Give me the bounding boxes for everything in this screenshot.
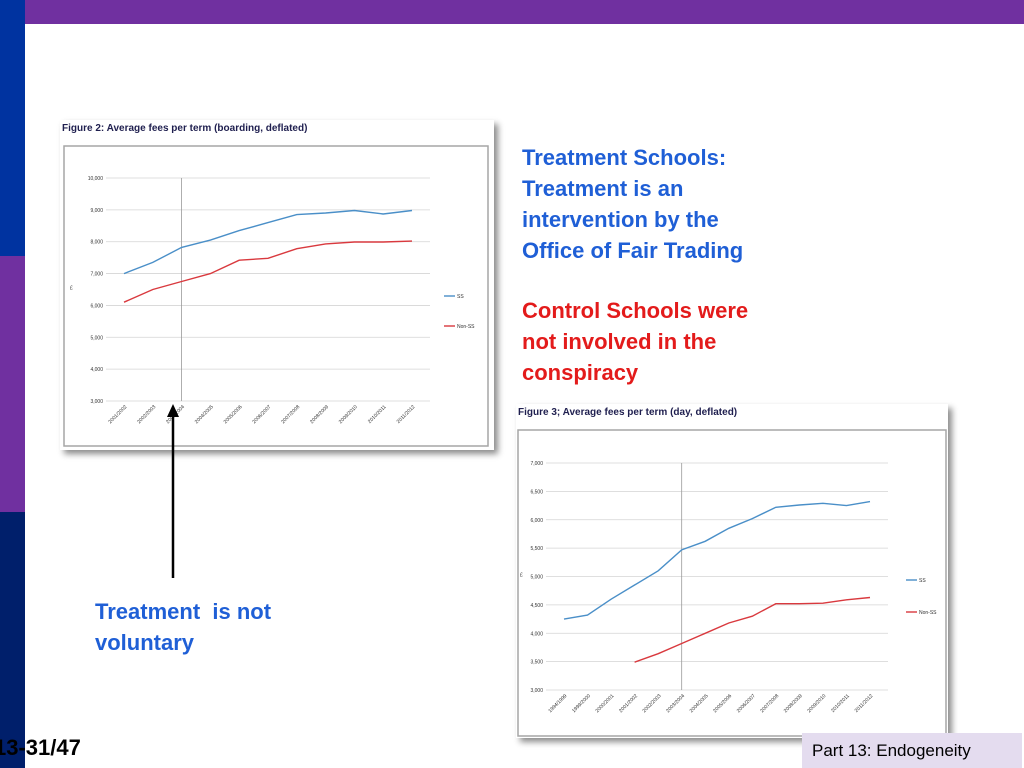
y-tick-label: 5,000 <box>90 335 103 341</box>
control-note-line: Control Schools were <box>522 298 749 323</box>
figure-3-day-fees: Figure 3; Average fees per term (day, de… <box>516 404 948 738</box>
series-line-non-ss <box>123 240 413 303</box>
legend-label: Non-SS <box>457 324 475 330</box>
legend-label: Non-SS <box>919 610 937 616</box>
left-sidebar <box>0 0 25 768</box>
y-tick-label: 3,500 <box>530 660 543 666</box>
sidebar-segment-navy <box>0 512 25 768</box>
y-tick-label: 4,000 <box>90 367 103 373</box>
y-tick-label: 7,000 <box>530 461 543 467</box>
treatment-note-line: Office of Fair Trading <box>522 238 744 263</box>
y-tick-label: 5,500 <box>530 546 543 552</box>
legend-label: SS <box>457 294 464 300</box>
sidebar-segment-purple <box>0 256 25 512</box>
y-tick-label: 6,000 <box>530 518 543 524</box>
sidebar-segment-blue <box>0 0 25 256</box>
y-tick-label: 6,500 <box>530 489 543 495</box>
top-banner <box>0 0 1024 24</box>
control-note-line: not involved in the <box>522 329 717 354</box>
treatment-note-line: Treatment is an <box>522 176 684 201</box>
y-tick-label: 9,000 <box>90 208 103 214</box>
chart-frame <box>517 429 947 737</box>
y-tick-label: 4,500 <box>530 603 543 609</box>
y-tick-label: 3,000 <box>90 399 103 405</box>
voluntary-note-line: Treatment is not <box>95 599 272 624</box>
chart-frame <box>63 145 489 447</box>
treatment-schools-note: Treatment Schools: Treatment is an inter… <box>522 142 743 266</box>
y-tick-label: 10,000 <box>88 176 104 182</box>
figure-2-boarding-fees: Figure 2: Average fees per term (boardin… <box>60 120 494 450</box>
figure-2-title: Figure 2: Average fees per term (boardin… <box>62 123 308 134</box>
treatment-note-line: intervention by the <box>522 207 719 232</box>
y-tick-label: 8,000 <box>90 240 103 246</box>
figure-2-chart: 10,000 9,000 8,000 7,000 6,000 5,000 4,000 3,00… <box>63 145 489 447</box>
control-schools-note: Control Schools were not involved in the… <box>522 295 748 388</box>
control-note-line: conspiracy <box>522 360 639 385</box>
series-line-ss <box>123 209 413 275</box>
figure-3-title: Figure 3; Average fees per term (day, de… <box>518 407 738 418</box>
treatment-note-line: Treatment Schools: <box>522 145 727 170</box>
y-tick-label: 4,000 <box>530 631 543 637</box>
y-tick-label: 6,000 <box>90 303 103 309</box>
y-axis-label: £ <box>70 286 73 292</box>
footer-label: Part 13: Endogeneity <box>812 741 971 760</box>
voluntary-note: Treatment is not voluntary <box>95 596 271 658</box>
y-tick-label: 7,000 <box>90 272 103 278</box>
y-axis-label: £ <box>520 573 523 579</box>
y-tick-label: 5,000 <box>530 575 543 581</box>
legend-label: SS <box>919 578 926 584</box>
slide-number: 13-31/47 <box>0 735 81 760</box>
series-line-ss <box>563 500 871 620</box>
voluntary-note-line: voluntary <box>95 630 195 655</box>
footer-bar: Part 13: Endogeneity <box>802 733 1022 768</box>
y-tick-label: 3,000 <box>530 688 543 694</box>
figure-3-chart: 7,000 6,500 6,000 5,500 5,000 4,500 4,000 3,500… <box>517 429 947 737</box>
series-line-non-ss <box>634 596 871 663</box>
